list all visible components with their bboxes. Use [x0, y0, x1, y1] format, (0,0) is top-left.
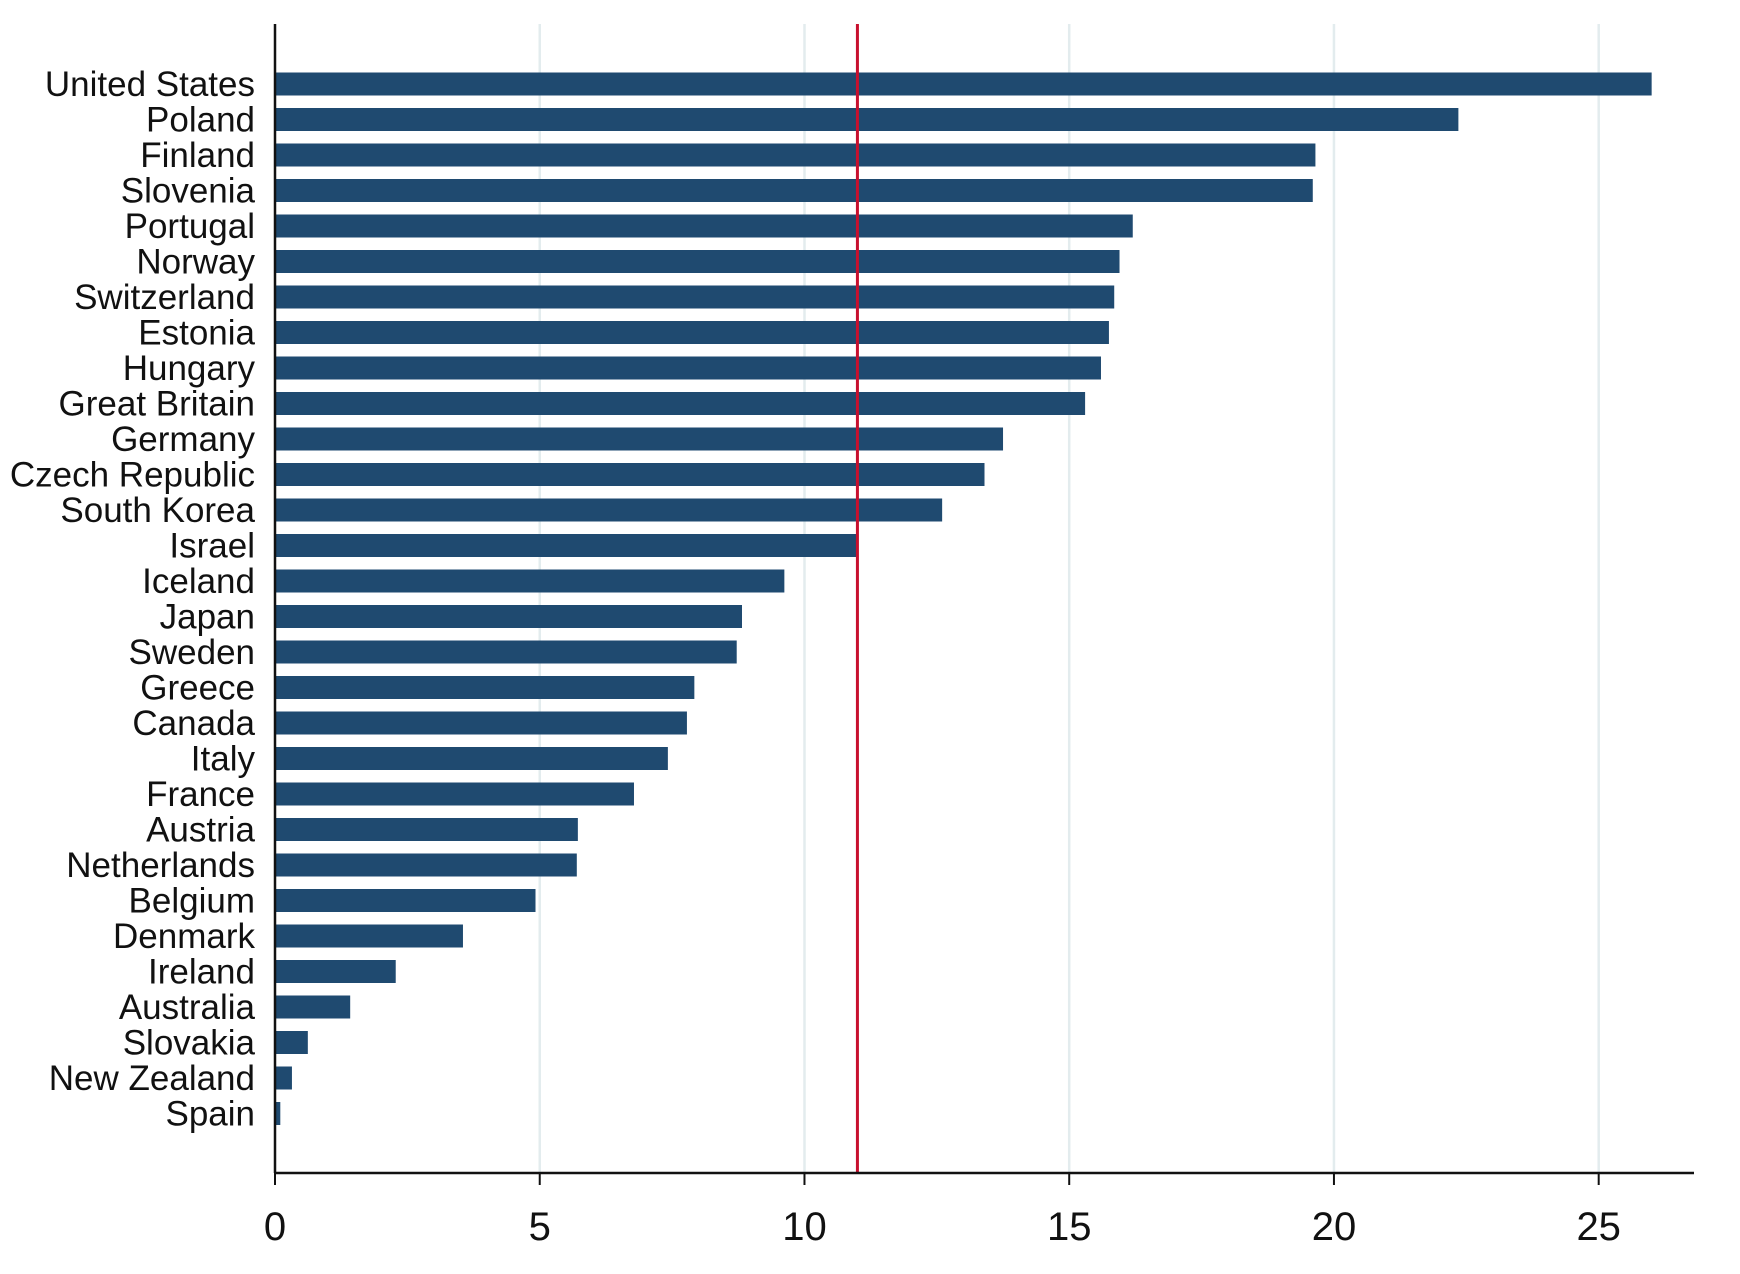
- bar-israel: [275, 534, 858, 557]
- category-label: Portugal: [125, 207, 255, 246]
- bar-japan: [275, 605, 742, 628]
- bar-denmark: [275, 924, 463, 948]
- x-tick-label: 25: [1576, 1205, 1621, 1249]
- category-label: Netherlands: [66, 846, 255, 885]
- category-label: Czech Republic: [10, 456, 255, 495]
- x-tick-label: 15: [1047, 1205, 1092, 1249]
- bar-poland: [275, 108, 1459, 131]
- bar-united-states: [275, 72, 1652, 96]
- category-label: Spain: [165, 1095, 255, 1134]
- category-label: United States: [45, 65, 255, 104]
- bars: [275, 72, 1652, 1125]
- bar-sweden: [275, 640, 737, 664]
- bar-slovenia: [275, 179, 1313, 202]
- x-tick-label: 10: [782, 1205, 827, 1249]
- bar-estonia: [275, 321, 1109, 344]
- bar-norway: [275, 250, 1120, 273]
- bar-new-zealand: [275, 1066, 292, 1090]
- category-label: Italy: [191, 740, 256, 779]
- bar-switzerland: [275, 285, 1115, 309]
- category-label: Poland: [146, 101, 255, 140]
- category-label: Denmark: [113, 917, 255, 956]
- x-tick-label: 5: [529, 1205, 551, 1249]
- axes: [273, 24, 1694, 1185]
- category-label: Ireland: [148, 953, 255, 992]
- bar-australia: [275, 995, 351, 1019]
- category-label: Germany: [111, 420, 255, 459]
- bar-canada: [275, 711, 687, 735]
- category-label: Estonia: [138, 314, 255, 353]
- category-label: Austria: [146, 811, 255, 850]
- bar-czech-republic: [275, 463, 985, 486]
- bar-austria: [275, 818, 578, 841]
- bar-germany: [275, 427, 1004, 451]
- category-label: New Zealand: [49, 1059, 255, 1098]
- x-tick-label: 0: [264, 1205, 286, 1249]
- category-label: Japan: [160, 598, 255, 637]
- bar-south-korea: [275, 498, 943, 522]
- category-label: Australia: [119, 988, 256, 1027]
- bar-belgium: [275, 889, 536, 912]
- bar-great-britain: [275, 392, 1086, 415]
- bar-italy: [275, 747, 668, 770]
- category-label: Hungary: [123, 349, 256, 388]
- category-label: Finland: [140, 136, 255, 175]
- bar-ireland: [275, 960, 396, 983]
- category-label: Sweden: [129, 633, 255, 672]
- bar-france: [275, 782, 634, 806]
- category-label: Iceland: [142, 562, 255, 601]
- category-label: Switzerland: [74, 278, 255, 317]
- bar-iceland: [275, 569, 785, 593]
- category-label: Israel: [169, 527, 255, 566]
- bar-spain: [275, 1102, 281, 1125]
- category-label: Canada: [132, 704, 255, 743]
- x-tick-labels: 0 5 10 15 20 25: [264, 1205, 1621, 1249]
- category-label: Great Britain: [59, 385, 255, 424]
- category-label: Slovenia: [121, 172, 256, 211]
- category-label: South Korea: [60, 491, 255, 530]
- bar-slovakia: [275, 1031, 308, 1054]
- category-label: France: [146, 775, 255, 814]
- bar-finland: [275, 143, 1316, 167]
- category-label: Belgium: [129, 882, 255, 921]
- category-labels: United StatesPolandFinlandSloveniaPortug…: [10, 65, 256, 1134]
- category-label: Slovakia: [123, 1024, 256, 1063]
- bar-greece: [275, 676, 695, 699]
- bar-netherlands: [275, 853, 577, 877]
- bar-portugal: [275, 214, 1133, 238]
- bar-hungary: [275, 356, 1101, 380]
- category-label: Greece: [140, 669, 255, 708]
- category-label: Norway: [136, 243, 255, 282]
- x-tick-label: 20: [1312, 1205, 1357, 1249]
